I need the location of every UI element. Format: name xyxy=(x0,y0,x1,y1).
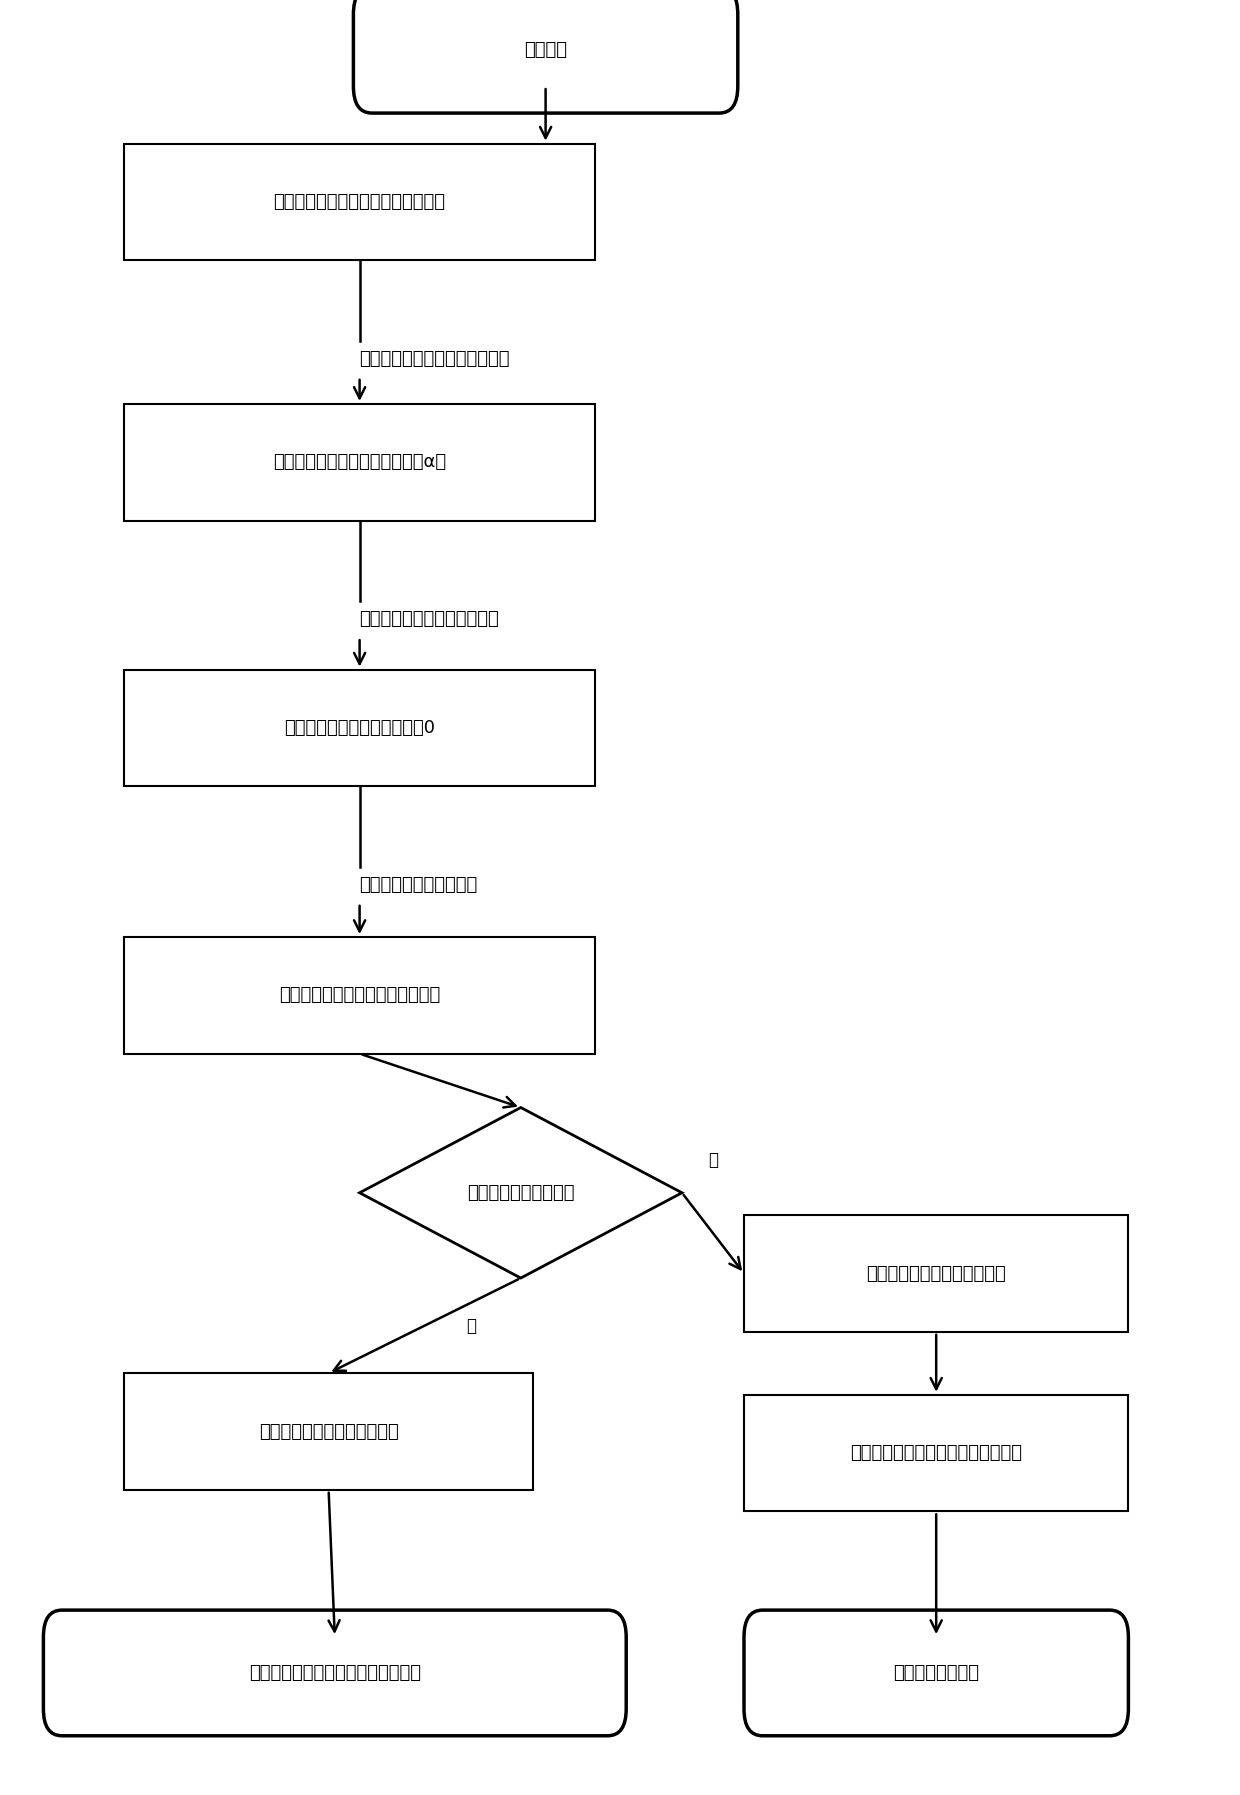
FancyBboxPatch shape xyxy=(124,937,595,1054)
Text: 直流断路器开断故障，换流站不闭锁: 直流断路器开断故障，换流站不闭锁 xyxy=(274,192,445,212)
FancyBboxPatch shape xyxy=(353,0,738,113)
Text: 故障发生: 故障发生 xyxy=(525,41,567,59)
Text: 重合闸线路另一端直流断路器: 重合闸线路另一端直流断路器 xyxy=(867,1264,1006,1283)
FancyBboxPatch shape xyxy=(744,1610,1128,1736)
Text: 等待必要的绝缘恢复时间: 等待必要的绝缘恢复时间 xyxy=(360,876,477,894)
Text: 重合闸被孤立换流站的出口断路器: 重合闸被孤立换流站的出口断路器 xyxy=(279,985,440,1005)
Polygon shape xyxy=(360,1108,682,1278)
Text: 立即开断重合闸的直流断路器: 立即开断重合闸的直流断路器 xyxy=(259,1422,398,1441)
FancyBboxPatch shape xyxy=(744,1215,1128,1332)
Text: 寻找被孤立的控有功功率换流站: 寻找被孤立的控有功功率换流站 xyxy=(360,350,510,368)
Text: 是: 是 xyxy=(466,1316,476,1335)
FancyBboxPatch shape xyxy=(43,1610,626,1736)
FancyBboxPatch shape xyxy=(744,1395,1128,1511)
FancyBboxPatch shape xyxy=(124,144,595,260)
Text: 控制系统有功功率参考值变为0: 控制系统有功功率参考值变为0 xyxy=(284,718,435,738)
Text: 系统恢复正常运行: 系统恢复正常运行 xyxy=(893,1664,980,1682)
Text: 等待换流站电压恢复到额度值: 等待换流站电压恢复到额度值 xyxy=(360,610,500,628)
FancyBboxPatch shape xyxy=(124,404,595,521)
Text: 判断故障为永久故障，报告系统检修: 判断故障为永久故障，报告系统检修 xyxy=(249,1664,420,1682)
Text: 控制系统修改有功功率参考值为α倍: 控制系统修改有功功率参考值为α倍 xyxy=(273,452,446,472)
FancyBboxPatch shape xyxy=(124,670,595,786)
Text: 控制系统有功功率参考值变为额定值: 控制系统有功功率参考值变为额定值 xyxy=(851,1443,1022,1463)
FancyBboxPatch shape xyxy=(124,1373,533,1490)
Text: 检测故障是否继续存在: 检测故障是否继续存在 xyxy=(467,1183,574,1203)
Text: 否: 否 xyxy=(708,1151,718,1170)
